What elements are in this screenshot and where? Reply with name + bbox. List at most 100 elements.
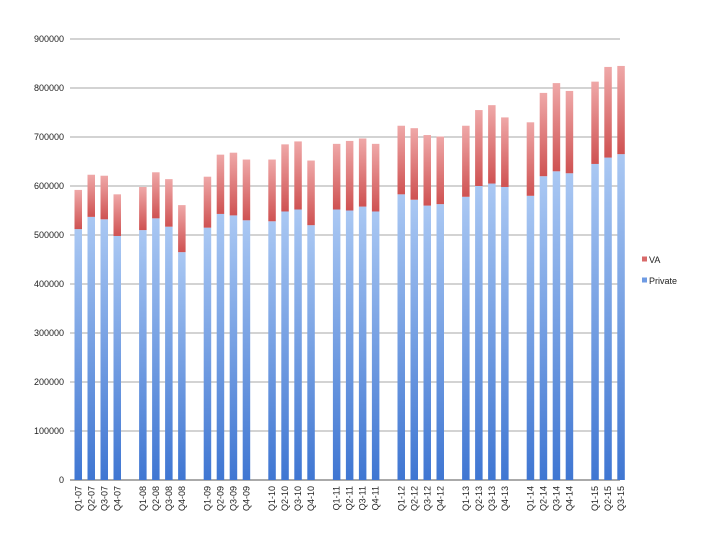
- bar-va-q2-09: [216, 154, 225, 214]
- bar-va-q2-07: [87, 174, 95, 217]
- x-axis-ticks: Q1-07 Q2-07 Q3-07 Q4-07 Q1-08 Q2-08 Q3-08 Q4-08…: [73, 486, 626, 511]
- legend-label-private: Private: [649, 276, 677, 286]
- bar-va-q4-07: [113, 194, 121, 236]
- x-tick-label: Q2-15: [603, 486, 613, 511]
- bar-private-q2-09: [216, 213, 225, 480]
- bar-va-q3-15: [617, 65, 625, 155]
- x-tick-label: Q2-14: [538, 486, 548, 511]
- x-tick-label: Q1-10: [267, 486, 277, 511]
- bar-va-q3-12: [423, 135, 431, 206]
- bar-private-q3-09: [229, 215, 238, 480]
- x-tick-label: Q2-13: [474, 486, 484, 511]
- x-tick-label: Q4-09: [241, 486, 251, 511]
- bar-va-q1-09: [203, 176, 212, 228]
- x-tick-label: Q3-14: [551, 486, 561, 511]
- bar-private-q4-11: [371, 211, 380, 481]
- bar-private-q1-15: [591, 163, 599, 480]
- bar-private-q2-07: [87, 216, 95, 480]
- bar-va-q3-08: [165, 179, 173, 227]
- bar-private-q1-12: [397, 194, 405, 480]
- bar-private-q2-11: [345, 210, 354, 480]
- x-tick-label: Q2-08: [151, 486, 161, 511]
- bar-private-q3-14: [552, 171, 561, 481]
- bar-va-q3-07: [100, 175, 108, 220]
- y-tick-label: 200000: [34, 377, 64, 387]
- bar-va-q1-12: [397, 125, 405, 195]
- x-tick-label: Q1-11: [332, 486, 342, 510]
- x-tick-label: Q2-07: [86, 486, 96, 511]
- gridlines: [70, 38, 620, 481]
- bar-private-q3-10: [294, 209, 302, 480]
- bar-private-q1-14: [526, 195, 535, 481]
- x-tick-label: Q1-07: [73, 486, 83, 511]
- x-tick-label: Q4-13: [500, 486, 510, 511]
- bar-private-q2-13: [475, 186, 483, 480]
- bar-private-q4-08: [178, 252, 186, 480]
- x-tick-label: Q3-11: [358, 486, 368, 510]
- x-tick-label: Q3-12: [422, 486, 432, 511]
- bar-private-q3-11: [358, 206, 367, 480]
- bar-va-q2-10: [281, 144, 289, 212]
- bar-private-q1-13: [462, 196, 470, 480]
- bar-private-q1-07: [74, 229, 82, 480]
- bar-private-q1-10: [268, 221, 276, 480]
- bar-va-q4-08: [178, 205, 186, 253]
- legend: VA Private: [642, 255, 677, 286]
- x-tick-label: Q2-12: [409, 486, 419, 511]
- bar-va-q1-15: [591, 81, 599, 164]
- y-tick-label: 900000: [34, 34, 64, 44]
- bar-va-q4-13: [501, 117, 509, 187]
- bar-private-q2-10: [281, 211, 289, 481]
- bar-private-q3-13: [488, 183, 496, 481]
- bar-private-q4-07: [113, 235, 121, 480]
- x-tick-label: Q3-08: [164, 486, 174, 511]
- bar-private-q1-09: [203, 227, 212, 480]
- x-tick-label: Q1-09: [202, 486, 212, 511]
- bar-private-q2-14: [539, 176, 548, 480]
- bar-va-q1-10: [268, 159, 276, 222]
- y-axis-ticks: 0 100000 200000 300000 400000 500000 600000 700…: [34, 34, 64, 485]
- bar-va-q2-12: [410, 128, 418, 200]
- bar-va-q2-08: [152, 172, 160, 219]
- y-tick-label: 400000: [34, 279, 64, 289]
- y-tick-label: 600000: [34, 181, 64, 191]
- x-tick-label: Q4-11: [371, 486, 381, 510]
- bar-va-q2-13: [475, 110, 483, 186]
- x-tick-label: Q4-10: [306, 486, 316, 511]
- x-tick-label: Q1-13: [461, 486, 471, 511]
- bar-va-q3-14: [552, 83, 561, 172]
- bar-va-q3-13: [488, 105, 496, 184]
- bar-private-q2-08: [152, 218, 160, 480]
- bar-private-q3-07: [100, 219, 108, 480]
- x-tick-label: Q1-12: [396, 486, 406, 511]
- y-tick-label: 500000: [34, 230, 64, 240]
- legend-swatch-private: [642, 277, 647, 283]
- bar-va-q3-09: [229, 152, 238, 216]
- bar-va-q1-11: [332, 143, 341, 210]
- bar-va-q1-14: [526, 122, 535, 196]
- bar-va-q3-11: [358, 138, 367, 207]
- bar-private-q4-14: [565, 173, 574, 480]
- x-tick-label: Q3-13: [487, 486, 497, 511]
- bar-va-q1-08: [139, 186, 147, 231]
- y-tick-label: 700000: [34, 132, 64, 142]
- bar-va-q4-14: [565, 90, 574, 174]
- y-tick-label: 300000: [34, 328, 64, 338]
- x-tick-label: Q4-12: [435, 486, 445, 511]
- bar-va-q4-10: [307, 160, 315, 226]
- y-tick-label: 800000: [34, 83, 64, 93]
- x-tick-label: Q3-15: [616, 486, 626, 511]
- bar-private-q2-12: [410, 199, 418, 480]
- x-tick-label: Q2-10: [280, 486, 290, 511]
- x-tick-label: Q4-07: [112, 486, 122, 511]
- bar-private-q1-11: [332, 209, 341, 480]
- bar-private-q1-08: [139, 230, 147, 480]
- x-tick-label: Q4-14: [564, 486, 574, 511]
- bar-private-q4-10: [307, 225, 315, 480]
- bar-va-q4-09: [242, 159, 251, 221]
- x-tick-label: Q2-09: [215, 486, 225, 511]
- y-tick-label: 100000: [34, 426, 64, 436]
- bar-va-q1-07: [74, 189, 82, 230]
- x-tick-label: Q2-11: [345, 486, 355, 510]
